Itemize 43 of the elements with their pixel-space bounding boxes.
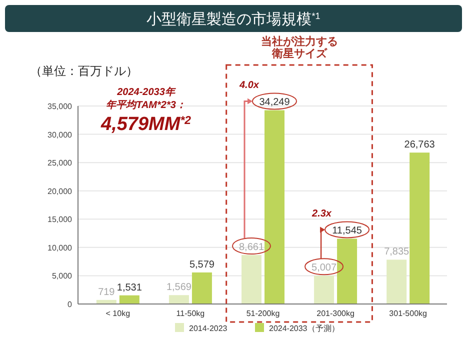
x-tick-label: 11-50kg — [176, 309, 205, 318]
y-tick-label: 10,000 — [48, 243, 73, 252]
text: 衛星サイズ — [270, 47, 328, 60]
data-label: 7,835 — [384, 246, 410, 258]
bar — [192, 272, 212, 304]
data-label: 1,531 — [116, 282, 142, 294]
bar — [242, 255, 262, 304]
data-label: 5,579 — [189, 259, 215, 270]
text: 2024-2033年 — [116, 86, 176, 98]
text: 当社が注力する — [260, 35, 338, 48]
y-tick-label: 0 — [68, 300, 73, 309]
y-axis-title: （単位：百万ドル） — [30, 64, 138, 78]
x-tick-label: 301-500kg — [389, 309, 427, 318]
y-tick-label: 15,000 — [48, 215, 73, 224]
annotation: 年平均TAM*2*3： — [106, 99, 186, 111]
bar — [410, 152, 430, 304]
text: 4.0x — [238, 80, 260, 92]
y-tick-label: 20,000 — [48, 186, 73, 196]
y-tick-label: 25,000 — [48, 158, 73, 168]
bar — [314, 276, 334, 304]
legend-label: 2024-2033（予測） — [269, 324, 340, 333]
y-tick-label: 35,000 — [48, 102, 73, 111]
bar — [337, 238, 358, 304]
x-tick-label: 51-200kg — [246, 309, 280, 318]
data-label: 719 — [98, 286, 116, 298]
data-label: 26,763 — [404, 140, 436, 151]
annotation: 2.3x — [311, 208, 332, 220]
y-tick-label: 5,000 — [52, 272, 73, 281]
x-tick-label: 201-300kg — [316, 309, 354, 318]
data-label: 1,569 — [166, 282, 192, 294]
bar — [168, 295, 189, 304]
chart-title: 小型衛星製造の市場規模$^{*1}$ — [146, 11, 320, 28]
y-tick-label: 30,000 — [48, 130, 73, 140]
data-label: 8,661 — [238, 242, 264, 254]
x-tick-label: < 10kg — [106, 309, 130, 318]
bar — [386, 260, 407, 304]
data-label: 11,545 — [332, 226, 362, 237]
legend-label: 2014-2023 — [189, 324, 228, 333]
bar — [264, 110, 284, 304]
data-label: 5,007 — [312, 262, 337, 274]
bar — [119, 295, 140, 304]
data-label: 34,249 — [259, 97, 290, 108]
annotation: 4,579MM$^{*2}$ — [100, 114, 192, 135]
